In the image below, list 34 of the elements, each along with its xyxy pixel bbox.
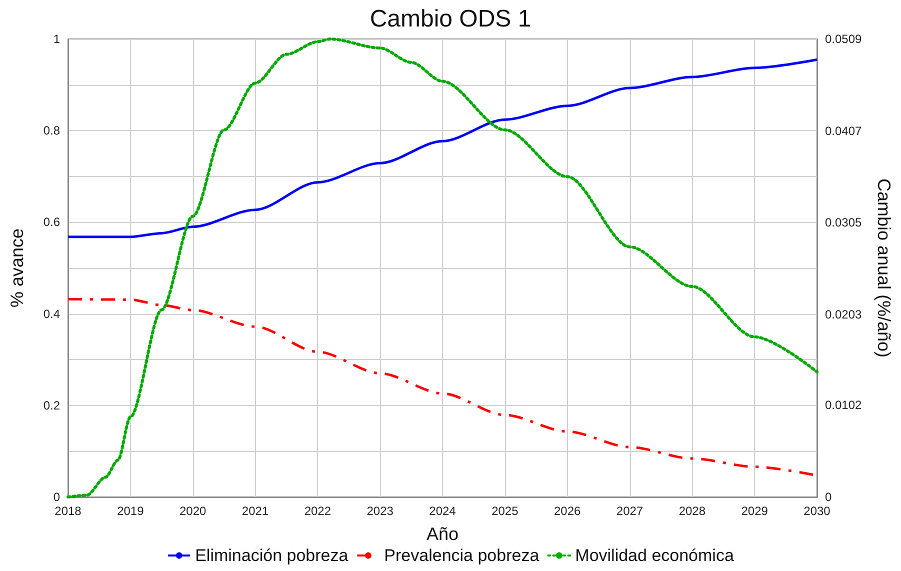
x-tick-label: 2020: [179, 504, 207, 518]
x-tick-label: 2019: [117, 504, 144, 518]
y-tick-label: 0.6: [43, 215, 60, 230]
x-tick-label: 2023: [366, 504, 394, 518]
x-axis-title: Año: [426, 524, 459, 544]
y-tick-label: 1: [53, 32, 60, 46]
y-tick-label: 0: [53, 490, 60, 504]
y2-tick-label: 0.0203: [825, 307, 862, 322]
x-tick-label: 2025: [492, 504, 519, 518]
x-tick-label: 2030: [804, 504, 831, 518]
y2-tick-label: 0: [825, 490, 832, 504]
legend-label: Movilidad económica: [575, 546, 734, 565]
line-series: [66, 38, 818, 498]
x-tick-label: 2029: [741, 504, 768, 518]
y-tick-label: 0.2: [43, 398, 60, 412]
y-tick-label: 0.4: [43, 306, 60, 321]
legend-label: Eliminación pobreza: [195, 546, 349, 565]
x-tick-label: 2024: [429, 504, 456, 518]
y-tick-label: 0.8: [43, 124, 60, 138]
y2-tick-label: 0.0407: [825, 124, 862, 138]
y-axis-title: % avance: [7, 228, 27, 308]
y2-axis-title: Cambio anual (%/año): [874, 178, 894, 358]
y2-tick-label: 0.0509: [825, 32, 862, 46]
legend-label: Prevalencia pobreza: [384, 546, 540, 565]
chart-title: Cambio ODS 1: [370, 6, 532, 32]
x-tick-label: 2018: [54, 504, 82, 518]
x-tick-label: 2028: [678, 504, 706, 518]
x-tick-label: 2026: [554, 504, 582, 518]
x-tick-label: 2027: [616, 504, 644, 518]
x-tick-label: 2021: [242, 504, 269, 518]
x-tick-label: 2022: [304, 504, 332, 518]
line-series: [66, 58, 818, 238]
y2-tick-label: 0.0305: [825, 216, 862, 230]
y2-tick-label: 0.0102: [825, 398, 862, 412]
